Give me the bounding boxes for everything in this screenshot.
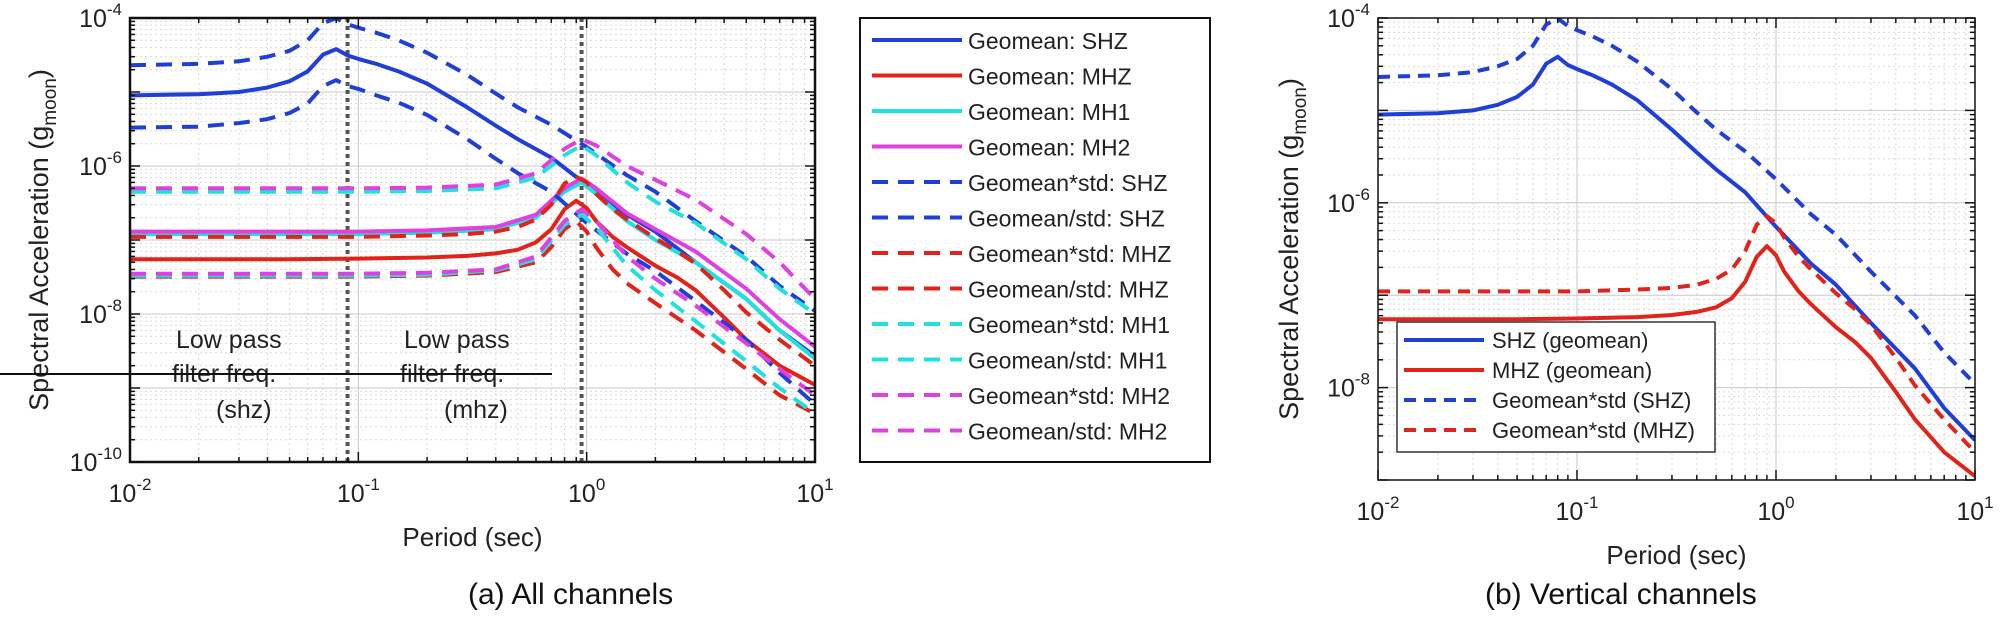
legend-a-label-5: Geomean*std: SHZ — [968, 170, 1167, 196]
tick-marks-b — [1377, 17, 1976, 481]
series-line-b-1 — [1378, 54, 1975, 442]
legend-a-label-10: Geomean/std: MH1 — [968, 348, 1167, 374]
legend-b-label-3: Geomean*std (SHZ) — [1492, 388, 1691, 413]
caption-b: (b) Vertical channels — [1485, 578, 1757, 611]
y-tick-label-a-3: 10-6 — [79, 148, 122, 181]
legend-b-label-2: MHZ (geomean) — [1492, 358, 1652, 383]
series-line-b-3 — [1378, 18, 1975, 386]
series-line-a-4 — [130, 176, 815, 349]
series-group-b — [1378, 18, 1975, 478]
y-axis-label-b: Spectral Acceleration (gmoon) — [1274, 78, 1311, 420]
x-tick-label-a-3: 100 — [568, 475, 605, 508]
legend-a-label-9: Geomean*std: MH1 — [968, 312, 1170, 338]
series-line-a-11 — [130, 137, 815, 301]
panel-a-chart: 10-2 10-1 100 101 10-10 10-8 10-6 10-4 Period (s… — [0, 0, 834, 552]
x-tick-label-b-3: 100 — [1757, 493, 1794, 526]
series-line-b-4 — [1378, 214, 1975, 454]
series-line-a-3 — [130, 180, 815, 361]
legend-a-label-1: Geomean: SHZ — [968, 28, 1128, 54]
x-axis-label-a: Period (sec) — [402, 522, 542, 552]
series-line-b-2 — [1378, 244, 1975, 478]
legend-a-label-7: Geomean*std: MHZ — [968, 241, 1171, 267]
y-axis-label-a: Spectral Acceleration (gmoon) — [24, 69, 61, 411]
x-tick-label-b-4: 101 — [1956, 493, 1993, 526]
series-line-a-2 — [130, 198, 815, 387]
annotation-2-line-3: (mhz) — [444, 396, 508, 424]
panel-b-legend: SHZ (geomean) MHZ (geomean) Geomean*std (S… — [1396, 321, 1716, 453]
series-line-a-10 — [130, 212, 815, 416]
x-tick-label-a-2: 10-1 — [337, 475, 380, 508]
series-line-a-9 — [130, 143, 815, 316]
legend-a-label-8: Geomean/std: MHZ — [968, 277, 1169, 303]
panel-a-legend: Geomean: SHZ Geomean: MHZ Geomean: MH1 Geom… — [859, 17, 1211, 463]
x-tick-label-b-2: 10-1 — [1556, 493, 1599, 526]
series-group-a — [130, 18, 815, 416]
legend-b-label-1: SHZ (geomean) — [1492, 328, 1649, 353]
caption-a: (a) All channels — [468, 578, 674, 611]
panel-b-chart: 10-2 10-1 100 101 10-8 10-6 10-4 Period (sec) Sp… — [1274, 0, 1994, 570]
x-tick-label-a-4: 101 — [796, 475, 833, 508]
legend-a-box — [859, 17, 1211, 463]
y-tick-label-b-1: 10-8 — [1327, 370, 1370, 403]
series-line-a-1 — [130, 47, 815, 358]
tick-marks-a — [129, 17, 816, 463]
y-tick-label-a-2: 10-8 — [79, 296, 122, 329]
legend-a-label-4: Geomean: MH2 — [968, 135, 1130, 161]
y-tick-label-a-1: 10-10 — [70, 444, 122, 477]
legend-a-label-3: Geomean: MH1 — [968, 99, 1130, 125]
annotation-2-line-1: Low pass — [404, 326, 510, 354]
series-line-a-12 — [130, 207, 815, 397]
x-axis-label-b: Period (sec) — [1606, 540, 1746, 570]
x-tick-label-b-1: 10-2 — [1357, 493, 1400, 526]
series-line-a-6 — [130, 78, 815, 406]
legend-b-label-4: Geomean*std (MHZ) — [1492, 418, 1695, 443]
legend-a-label-12: Geomean/std: MH2 — [968, 419, 1167, 445]
axes-frame-b — [1377, 17, 1976, 481]
legend-a-label-11: Geomean*std: MH2 — [968, 383, 1170, 409]
series-line-a-5 — [130, 18, 815, 313]
series-line-a-7 — [130, 174, 815, 368]
y-tick-label-a-4: 10-4 — [79, 0, 122, 33]
x-tick-label-a-1: 10-2 — [109, 475, 152, 508]
annotation-1-line-3: (shz) — [216, 396, 272, 424]
y-tick-label-b-2: 10-6 — [1327, 185, 1370, 218]
legend-a-label-6: Geomean/std: SHZ — [968, 206, 1165, 232]
y-tick-label-b-3: 10-4 — [1327, 0, 1370, 33]
legend-a-label-2: Geomean: MHZ — [968, 64, 1132, 90]
annotation-1-line-1: Low pass — [176, 326, 282, 354]
